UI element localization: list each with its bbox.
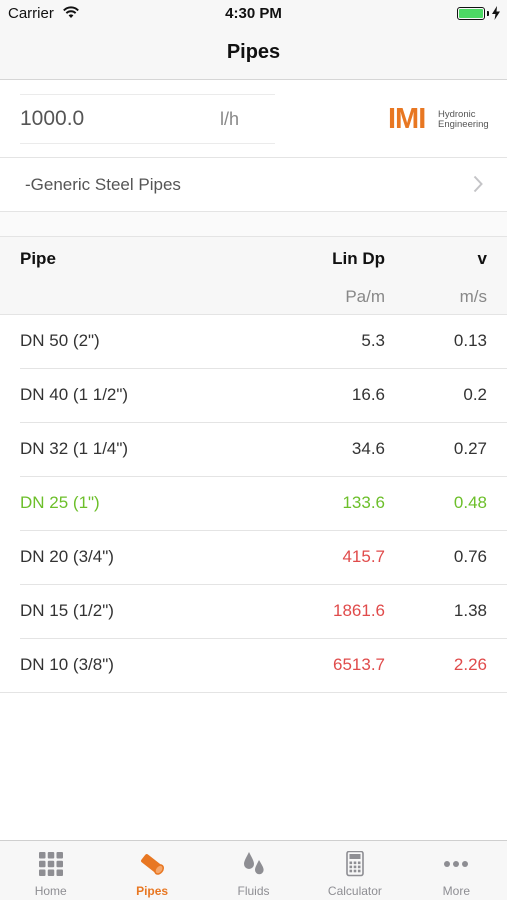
logo-mark: IMI (388, 103, 426, 135)
cell-lin-dp: 1861.6 (333, 601, 385, 620)
unit-velocity: m/s (459, 287, 487, 306)
results-table: DN 50 (2") 5.3 0.13 DN 40 (1 1/2") 16.6 … (0, 315, 507, 693)
table-row[interactable]: DN 15 (1/2") 1861.6 1.38 (0, 585, 507, 639)
cell-pipe: DN 25 (1") (20, 493, 100, 512)
cell-velocity: 0.76 (453, 547, 487, 566)
pipe-series-label: -Generic Steel Pipes (25, 175, 181, 194)
cell-pipe: DN 15 (1/2") (20, 601, 114, 620)
cell-pipe: DN 40 (1 1/2") (20, 385, 129, 404)
table-row[interactable]: DN 32 (1 1/4") 34.6 0.27 (0, 423, 507, 477)
tab-bar: Home Pipes Fluids Calculator (0, 840, 507, 900)
pipe-icon (141, 854, 165, 875)
flow-field-container: l/h (20, 94, 275, 144)
tab-fluids[interactable]: Fluids (203, 841, 304, 900)
imi-logo: IMI Hydronic Engineering (388, 104, 490, 134)
grid-icon (38, 852, 63, 876)
cell-pipe: DN 32 (1 1/4") (20, 439, 129, 458)
column-header-pipe: Pipe (20, 249, 56, 268)
table-row[interactable]: DN 20 (3/4") 415.7 0.76 (0, 531, 507, 585)
more-dots-icon (444, 861, 469, 867)
cell-pipe: DN 50 (2") (20, 331, 100, 350)
table-row[interactable]: DN 25 (1") 133.6 0.48 (0, 477, 507, 531)
tab-pipes[interactable]: Pipes (101, 841, 202, 900)
cell-velocity: 2.26 (453, 655, 487, 674)
tab-label: Home (34, 884, 67, 898)
charging-bolt-icon (492, 6, 500, 20)
cell-velocity: 0.13 (453, 331, 487, 350)
tab-calculator[interactable]: Calculator (304, 841, 405, 900)
cell-pipe: DN 20 (3/4") (20, 547, 114, 566)
droplets-icon (243, 852, 264, 875)
cell-lin-dp: 5.3 (361, 331, 385, 350)
cell-lin-dp: 16.6 (351, 385, 385, 404)
cell-lin-dp: 415.7 (342, 547, 385, 566)
flow-unit-label: l/h (219, 109, 239, 129)
logo-text: Hydronic Engineering (438, 110, 489, 130)
tab-label: Pipes (136, 884, 169, 898)
unit-lin-dp: Pa/m (345, 287, 385, 306)
table-row[interactable]: DN 40 (1 1/2") 16.6 0.2 (0, 369, 507, 423)
battery-icon (457, 7, 485, 20)
logo-line-2: Engineering (438, 119, 489, 130)
flow-rate-input[interactable] (20, 95, 210, 143)
table-row[interactable]: DN 10 (3/8") 6513.7 2.26 (0, 639, 507, 693)
tab-label: More (442, 884, 470, 898)
tab-label: Calculator (327, 884, 382, 898)
cell-lin-dp: 133.6 (342, 493, 385, 512)
page-title: Pipes (226, 41, 281, 63)
cell-velocity: 0.27 (453, 439, 487, 458)
cell-velocity: 0.48 (453, 493, 487, 512)
status-bar: Carrier 4:30 PM (0, 0, 507, 28)
cell-velocity: 1.38 (453, 601, 487, 620)
logo-line-1: Hydronic (438, 109, 476, 120)
battery-fill (459, 9, 483, 18)
navigation-bar: Pipes (0, 28, 507, 80)
cell-lin-dp: 34.6 (351, 439, 385, 458)
flow-input-row: l/h IMI Hydronic Engineering (0, 80, 507, 158)
column-header-velocity: v (477, 249, 487, 268)
column-header-lin-dp: Lin Dp (332, 249, 385, 268)
cell-lin-dp: 6513.7 (333, 655, 385, 674)
tab-label: Fluids (237, 884, 270, 898)
results-table-header: Pipe Lin Dp v Pa/m m/s (0, 236, 507, 315)
cell-pipe: DN 10 (3/8") (20, 655, 114, 674)
carrier-label: Carrier (8, 5, 54, 22)
wifi-icon (63, 6, 79, 18)
battery-cap (487, 11, 489, 16)
pipe-series-selector[interactable]: -Generic Steel Pipes (0, 158, 507, 212)
chevron-right-icon (473, 175, 483, 193)
table-row[interactable]: DN 50 (2") 5.3 0.13 (0, 315, 507, 369)
section-separator (0, 212, 507, 236)
tab-more[interactable]: More (406, 841, 507, 900)
cell-velocity: 0.2 (463, 385, 487, 404)
calculator-icon (346, 851, 364, 877)
status-time: 4:30 PM (225, 5, 282, 22)
tab-home[interactable]: Home (0, 841, 101, 900)
